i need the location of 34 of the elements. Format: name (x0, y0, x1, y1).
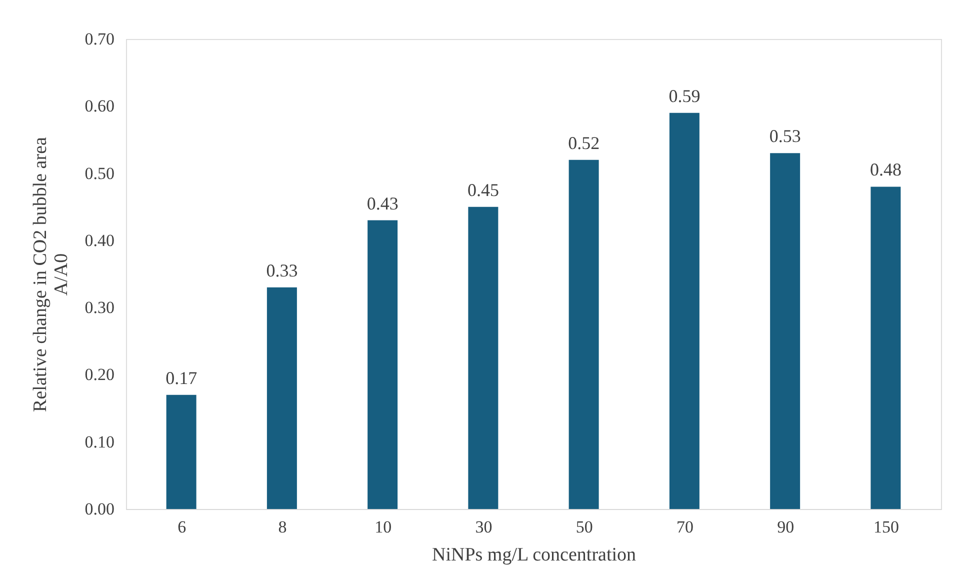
x-tick-label: 10 (374, 518, 392, 536)
x-tick-label: 8 (278, 518, 287, 536)
x-tick-label: 70 (676, 518, 694, 536)
data-label: 0.17 (166, 368, 198, 388)
x-tick-label: 6 (178, 518, 186, 536)
x-tick-label: 150 (873, 518, 899, 536)
bar (568, 160, 599, 509)
data-label: 0.33 (266, 260, 298, 280)
y-axis-title: Relative change in CO2 bubble area A/A0 (30, 136, 72, 412)
x-tick-label: 30 (475, 518, 492, 536)
data-label: 0.48 (870, 160, 902, 180)
y-tick-label: 0.60 (84, 96, 114, 116)
y-tick-label: 0.10 (84, 432, 114, 452)
data-label: 0.53 (769, 126, 801, 146)
y-tick-label: 0.30 (84, 298, 114, 318)
bar (669, 112, 700, 509)
x-tick-label: 50 (576, 518, 593, 536)
data-label: 0.52 (568, 132, 600, 153)
bar (870, 186, 901, 509)
bar (166, 394, 196, 509)
x-tick-label: 90 (777, 518, 794, 536)
y-tick-label: 0.70 (84, 30, 114, 48)
x-axis-title: NiNPs mg/L concentration (432, 544, 637, 566)
y-tick-label: 0.50 (84, 164, 114, 183)
data-label: 0.43 (366, 193, 398, 214)
bar (368, 220, 398, 509)
y-tick-label: 0.20 (84, 365, 114, 384)
bar (770, 153, 800, 509)
y-tick-label: 0.40 (84, 230, 114, 250)
y-tick-label: 0.00 (84, 500, 114, 518)
bar (468, 206, 498, 509)
data-label: 0.59 (668, 86, 700, 106)
bar (266, 287, 297, 509)
data-label: 0.45 (467, 180, 499, 200)
